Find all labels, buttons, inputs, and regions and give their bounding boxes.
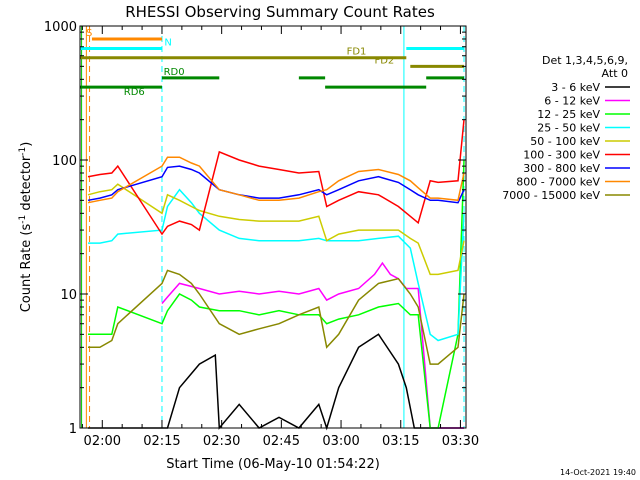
x-tick-label: 02:15 xyxy=(143,434,180,449)
series-line-25-50-kev xyxy=(88,188,465,342)
state-bar-label-fd2: FD2 xyxy=(374,55,394,66)
y-axis-ticks: 1 10 100 1000 xyxy=(44,20,466,437)
y-axis-label-sup: -1 xyxy=(18,147,28,156)
legend-label: 50 - 100 keV xyxy=(530,135,600,148)
y-axis-label-part: Count Rate (s xyxy=(19,224,34,313)
y-axis-label-sup: -1 xyxy=(18,215,28,224)
legend-subtitle: Att 0 xyxy=(602,67,628,80)
state-bar-label-s: S xyxy=(86,28,92,39)
series-line-50-100-kev xyxy=(87,183,465,276)
y-tick-label: 10 xyxy=(60,288,77,303)
series-line-300-800-kev xyxy=(87,165,465,204)
x-tick-label: 02:00 xyxy=(84,434,121,449)
legend-label: 100 - 300 keV xyxy=(523,149,600,162)
state-bar-label-rd6: RD6 xyxy=(124,87,145,98)
series-line-12-25-kev xyxy=(88,159,465,429)
y-tick-label: 1000 xyxy=(44,20,77,35)
series-line-800-7000-kev xyxy=(87,156,465,204)
legend-label: 3 - 6 keV xyxy=(551,81,600,94)
legend-label: 25 - 50 keV xyxy=(537,122,600,135)
axes-frame xyxy=(79,25,467,429)
state-bar-label-n: N xyxy=(164,37,171,48)
x-tick-label: 03:00 xyxy=(322,434,359,449)
legend-label: 300 - 800 keV xyxy=(523,162,600,175)
y-axis-label-part: ) xyxy=(19,142,34,147)
series-line-100-300-kev xyxy=(87,119,465,236)
footer-date: 14-Oct-2021 19:40 xyxy=(560,468,636,477)
legend-label: 6 - 12 keV xyxy=(544,95,600,108)
x-tick-label: 02:45 xyxy=(263,434,300,449)
x-tick-label: 03:30 xyxy=(442,434,479,449)
plot-area: S N FD1 FD2 RD0 RD6 1 10 100 1000 02:00 02:15 02:3… xyxy=(44,20,479,449)
legend-title: Det 1,3,4,5,6,9, xyxy=(542,54,628,67)
x-axis-label: Start Time (06-May-10 01:54:22) xyxy=(166,457,380,472)
state-bars: S N FD1 FD2 RD0 RD6 xyxy=(80,28,465,98)
y-axis-label-part: detector xyxy=(19,155,34,215)
legend-label: 800 - 7000 keV xyxy=(516,176,600,189)
legend-label: 7000 - 15000 keV xyxy=(502,189,600,202)
state-bar-label-fd1: FD1 xyxy=(347,47,367,58)
y-axis-label: Count Rate (s-1 detector-1) xyxy=(18,142,34,313)
x-axis-ticks: 02:00 02:15 02:30 02:45 03:00 03:15 03:30 xyxy=(81,26,479,449)
x-tick-label: 02:30 xyxy=(203,434,240,449)
legend-label: 12 - 25 keV xyxy=(537,108,600,121)
series-line-7000-15000-kev xyxy=(88,269,465,365)
y-tick-label: 1 xyxy=(69,422,77,437)
state-bar-label-rd0: RD0 xyxy=(164,67,185,78)
chart-title: RHESSI Observing Summary Count Rates xyxy=(125,3,435,21)
x-tick-label: 03:15 xyxy=(382,434,419,449)
y-tick-label: 100 xyxy=(52,154,77,169)
